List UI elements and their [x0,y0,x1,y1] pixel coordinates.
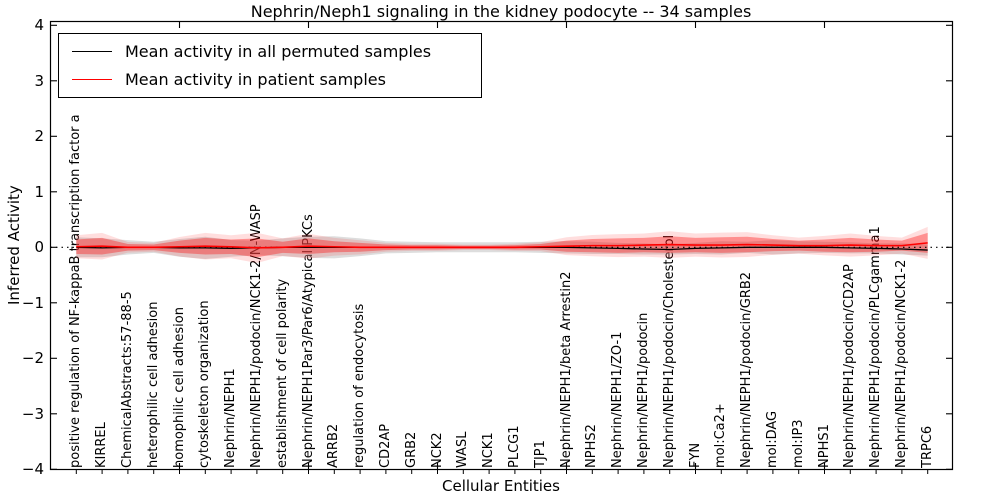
x-category-label: Nephrin/NEPH1/podocin/PLCgamma1 [868,226,884,468]
x-axis-label: Cellular Entities [442,477,560,495]
chart-title: Nephrin/Neph1 signaling in the kidney po… [250,2,752,21]
y-tick-label: 4 [34,16,44,35]
x-category-label: NPHS1 [816,424,832,468]
x-category-label: TJP1 [532,440,548,468]
x-category-label: TRPC6 [919,425,935,468]
y-tick-label: 3 [34,71,44,90]
x-category-label: Nephrin/NEPH1 [223,368,239,468]
patient-std-band-outer [76,226,928,263]
y-tick-label: 2 [34,127,44,146]
legend-label-patient: Mean activity in patient samples [125,69,386,89]
patient-std-band [76,232,928,258]
permuted-std-band [76,236,928,259]
x-category-label: GRB2 [403,431,419,468]
y-tick-label: −2 [21,349,44,368]
x-category-label: Nephrin/NEPH1/podocin/GRB2 [739,271,755,468]
y-tick-label: −4 [21,460,44,479]
x-category-label: NCK1 [481,432,497,468]
x-category-label: ChemicalAbstracts:57-88-5 [119,291,135,468]
x-category-label: mol:Ca2+ [713,403,729,468]
x-category-label: mol:DAG [764,410,780,468]
x-category-label: heterophilic cell adhesion [145,301,161,469]
x-category-label: KIRREL [94,422,110,468]
x-category-label: Nephrin/NEPH1/podocin [635,312,651,468]
x-category-label: FYN [687,442,703,468]
x-category-label: regulation of endocytosis [352,303,368,468]
y-tick-label: 1 [34,182,44,201]
x-category-label: NCK2 [429,432,445,468]
patient-line-swatch [72,78,112,80]
x-category-label: WASL [455,431,471,468]
legend-item-permuted: Mean activity in all permuted samples [72,42,481,61]
legend-item-patient: Mean activity in patient samples [72,70,481,89]
x-category-label: positive regulation of NF-kappaB transcr… [68,114,84,468]
x-category-label: NPHS2 [584,424,600,468]
x-category-label: Nephrin/NEPH1/ZO-1 [610,331,626,468]
x-category-label: CD2AP [377,423,393,468]
x-category-label: Nephrin/NEPH1/podocin/NCK1-2 [893,259,909,468]
legend: Mean activity in all permuted samples Me… [58,33,482,98]
x-category-label: Nephrin/NEPH1/podocin/Cholesterol [661,234,677,468]
y-tick-label: 0 [34,238,44,257]
patient-mean-line [76,242,928,249]
x-category-label: Nephrin/NEPH1/podocin/NCK1-2/N-WASP [248,204,264,468]
y-tick-label: −3 [21,404,44,423]
x-category-label: Nephrin/NEPH1/podocin/CD2AP [842,264,858,468]
y-tick-label: −1 [21,293,44,312]
permuted-mean-line [76,246,928,251]
x-category-label: establishment of cell polarity [274,278,290,468]
legend-label-permuted: Mean activity in all permuted samples [125,42,432,62]
permuted-line-swatch [72,51,112,53]
x-category-label: cytoskeleton organization [197,300,213,468]
x-category-label: Nephrin/NEPH1Par3/Par6/Atypical PKCs [300,214,316,468]
y-axis-label: Inferred Activity [5,185,23,305]
x-category-label: homophilic cell adhesion [171,307,187,468]
x-category-label: PLCG1 [506,425,522,468]
x-category-label: mol:IP3 [790,419,806,468]
x-category-label: Nephrin/NEPH1/beta Arrestin2 [558,271,574,469]
x-category-label: ARRB2 [326,423,342,468]
